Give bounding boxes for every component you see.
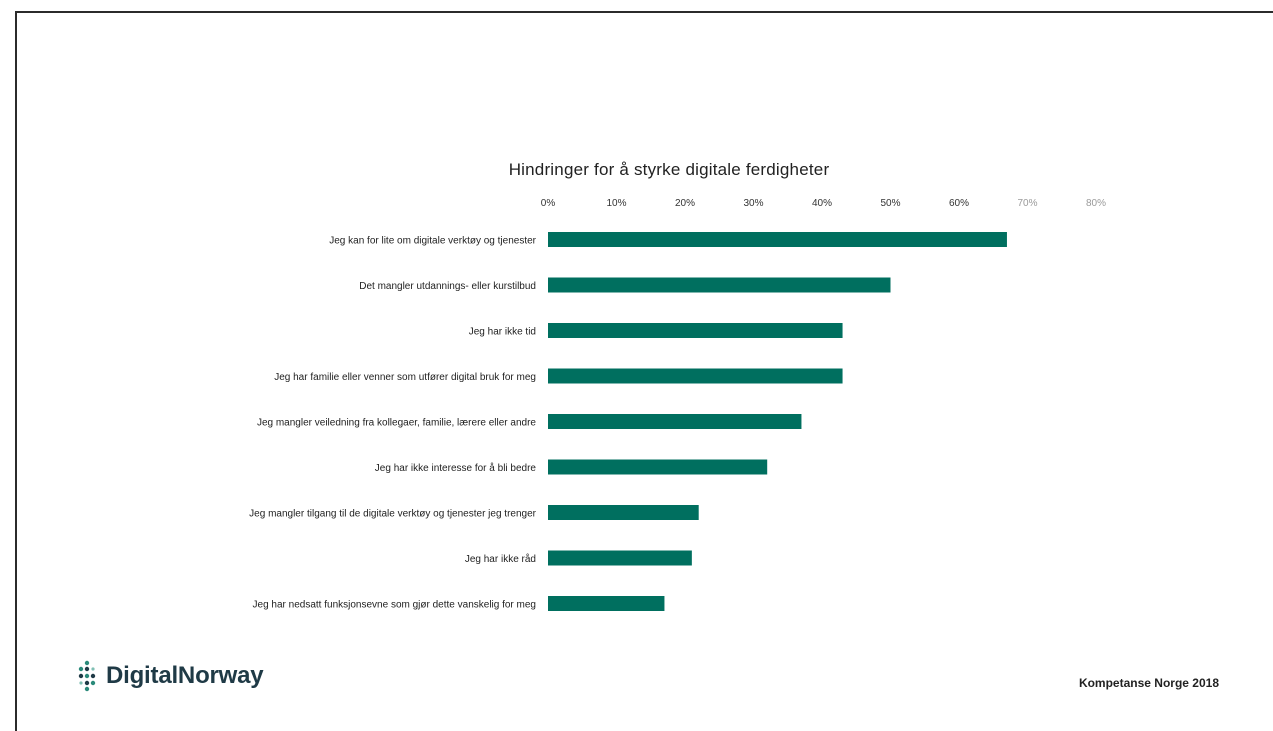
x-tick-label: 40% bbox=[812, 198, 832, 209]
category-label: Jeg har familie eller venner som utfører… bbox=[274, 372, 536, 383]
category-label: Det mangler utdannings- eller kurstilbud bbox=[359, 281, 536, 292]
source-note: Kompetanse Norge 2018 bbox=[1078, 676, 1219, 690]
x-tick-label: 70% bbox=[1017, 198, 1037, 209]
x-tick-label: 30% bbox=[743, 198, 763, 209]
category-label: Jeg mangler tilgang til de digitale verk… bbox=[249, 509, 536, 520]
x-tick-label: 20% bbox=[675, 198, 695, 209]
category-label: Jeg har ikke råd bbox=[465, 553, 536, 565]
x-tick-label: 0% bbox=[541, 198, 556, 209]
x-tick-label: 80% bbox=[1086, 198, 1106, 209]
category-label: Jeg mangler veiledning fra kollegaer, fa… bbox=[257, 418, 536, 429]
category-label: Jeg har ikke tid bbox=[469, 327, 536, 338]
logo: DigitalNorway bbox=[76, 660, 264, 692]
x-tick-label: 60% bbox=[949, 198, 969, 209]
digitalnorway-logo-icon bbox=[78, 660, 96, 692]
bar bbox=[548, 505, 699, 520]
slide-frame bbox=[15, 11, 1273, 731]
x-tick-label: 50% bbox=[880, 198, 900, 209]
bar bbox=[548, 368, 843, 384]
category-label: Jeg kan for lite om digitale verktøy og … bbox=[329, 236, 536, 247]
bar bbox=[548, 459, 768, 475]
logo-text: DigitalNorway bbox=[106, 662, 264, 689]
bar bbox=[548, 550, 692, 566]
category-label: Jeg har ikke interesse for å bli bedre bbox=[375, 462, 537, 474]
x-tick-label: 10% bbox=[606, 198, 626, 209]
bar bbox=[548, 277, 891, 293]
chart-title: Hindringer for å styrke digitale ferdigh… bbox=[508, 160, 830, 179]
category-label: Jeg har nedsatt funksjonsevne som gjør d… bbox=[253, 600, 536, 611]
bar bbox=[548, 323, 843, 338]
bar bbox=[548, 596, 665, 611]
bar bbox=[548, 232, 1007, 247]
bar bbox=[548, 414, 802, 429]
